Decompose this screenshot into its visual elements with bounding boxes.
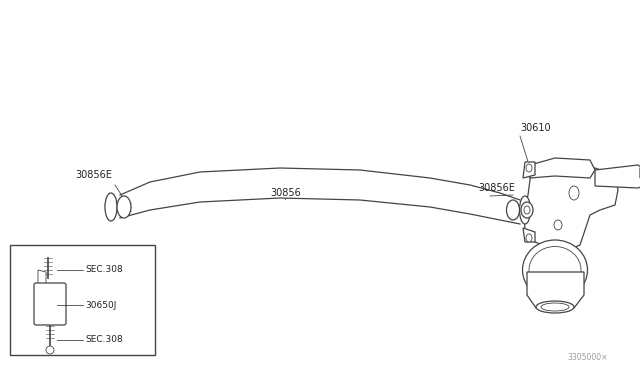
Polygon shape: [527, 272, 584, 312]
Ellipse shape: [105, 193, 117, 221]
Polygon shape: [523, 162, 535, 178]
Text: 30856: 30856: [270, 188, 301, 198]
Text: SEC.308: SEC.308: [85, 336, 123, 344]
Ellipse shape: [526, 164, 532, 172]
Polygon shape: [38, 270, 46, 288]
Ellipse shape: [506, 200, 520, 220]
Ellipse shape: [554, 220, 562, 230]
Ellipse shape: [522, 240, 588, 300]
Text: 30856E: 30856E: [75, 170, 112, 180]
Ellipse shape: [541, 303, 569, 311]
Polygon shape: [523, 228, 535, 242]
FancyBboxPatch shape: [10, 245, 155, 355]
Ellipse shape: [524, 206, 530, 214]
Ellipse shape: [529, 247, 581, 294]
Polygon shape: [595, 165, 640, 188]
Polygon shape: [530, 158, 595, 178]
Polygon shape: [524, 168, 618, 250]
Ellipse shape: [521, 202, 533, 218]
FancyBboxPatch shape: [34, 283, 66, 325]
Ellipse shape: [117, 196, 131, 218]
Ellipse shape: [520, 196, 531, 224]
Ellipse shape: [526, 234, 532, 242]
Text: 3305000×: 3305000×: [568, 353, 608, 362]
Ellipse shape: [569, 186, 579, 200]
Text: 30610: 30610: [520, 123, 550, 133]
Text: SEC.308: SEC.308: [85, 266, 123, 275]
Ellipse shape: [536, 301, 574, 313]
Text: 30650J: 30650J: [85, 301, 116, 310]
Ellipse shape: [46, 346, 54, 354]
Text: 30856E: 30856E: [478, 183, 515, 193]
